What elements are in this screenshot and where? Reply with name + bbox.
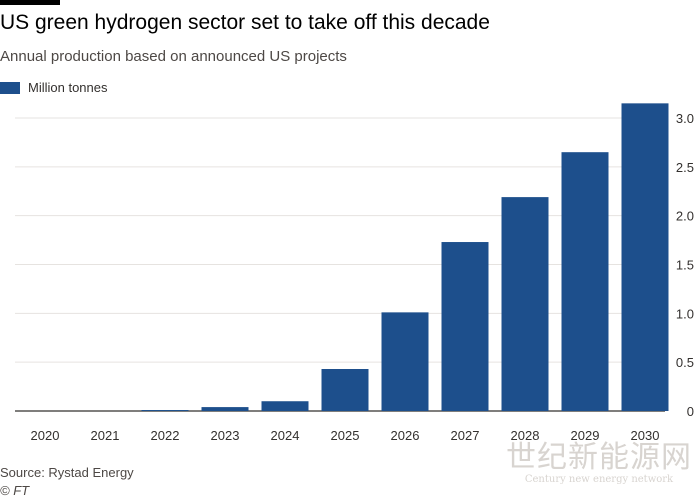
bar-2026 xyxy=(381,312,429,411)
legend: Million tonnes xyxy=(0,80,108,95)
chart-subtitle: Annual production based on announced US … xyxy=(0,48,347,65)
y-axis-labels: 0 0.5 1.0 1.5 2.0 2.5 3.0 xyxy=(676,111,694,419)
x-tick-label: 2023 xyxy=(211,428,240,443)
x-tick-label: 2026 xyxy=(391,428,420,443)
y-tick-label: 2.5 xyxy=(676,160,694,175)
brand-bar xyxy=(0,0,60,5)
x-tick-label: 2022 xyxy=(151,428,180,443)
credit-note: © FT xyxy=(0,483,30,498)
x-axis-labels: 2020 2021 2022 2023 2024 2025 2026 2027 2028 2029… xyxy=(31,428,660,443)
x-tick-label: 2024 xyxy=(271,428,300,443)
bar-2027 xyxy=(441,242,489,411)
legend-label: Million tonnes xyxy=(28,80,108,95)
chart-title: US green hydrogen sector set to take off… xyxy=(0,11,490,34)
y-tick-label: 2.0 xyxy=(676,209,694,224)
x-tick-label: 2029 xyxy=(571,428,600,443)
bar-2023 xyxy=(201,407,249,411)
y-tick-label: 0.5 xyxy=(676,355,694,370)
watermark: 世纪新能源网 Century new energy network xyxy=(506,442,692,486)
x-tick-label: 2027 xyxy=(451,428,480,443)
y-tick-label: 1.0 xyxy=(676,306,694,321)
bar-2025 xyxy=(321,369,369,411)
y-tick-label: 3.0 xyxy=(676,111,694,126)
bar-2028 xyxy=(501,197,549,411)
x-tick-label: 2025 xyxy=(331,428,360,443)
x-tick-label: 2028 xyxy=(511,428,540,443)
gridlines xyxy=(15,117,665,412)
bar-2029 xyxy=(561,152,609,411)
source-note: Source: Rystad Energy xyxy=(0,465,134,480)
bar-chart: 2020 2021 2022 2023 2024 2025 2026 2027 2028 2029… xyxy=(15,103,694,443)
x-tick-label: 2030 xyxy=(631,428,660,443)
bar-2022 xyxy=(141,410,189,411)
x-tick-label: 2021 xyxy=(91,428,120,443)
y-tick-label: 1.5 xyxy=(676,258,694,273)
watermark-english: Century new energy network xyxy=(524,474,674,485)
bar-2024 xyxy=(261,401,309,411)
legend-swatch xyxy=(0,81,20,94)
bar-2030 xyxy=(621,103,669,411)
y-tick-label: 0 xyxy=(687,404,694,419)
bars xyxy=(141,103,669,411)
x-tick-label: 2020 xyxy=(31,428,60,443)
watermark-chinese: 世纪新能源网 xyxy=(506,440,692,475)
